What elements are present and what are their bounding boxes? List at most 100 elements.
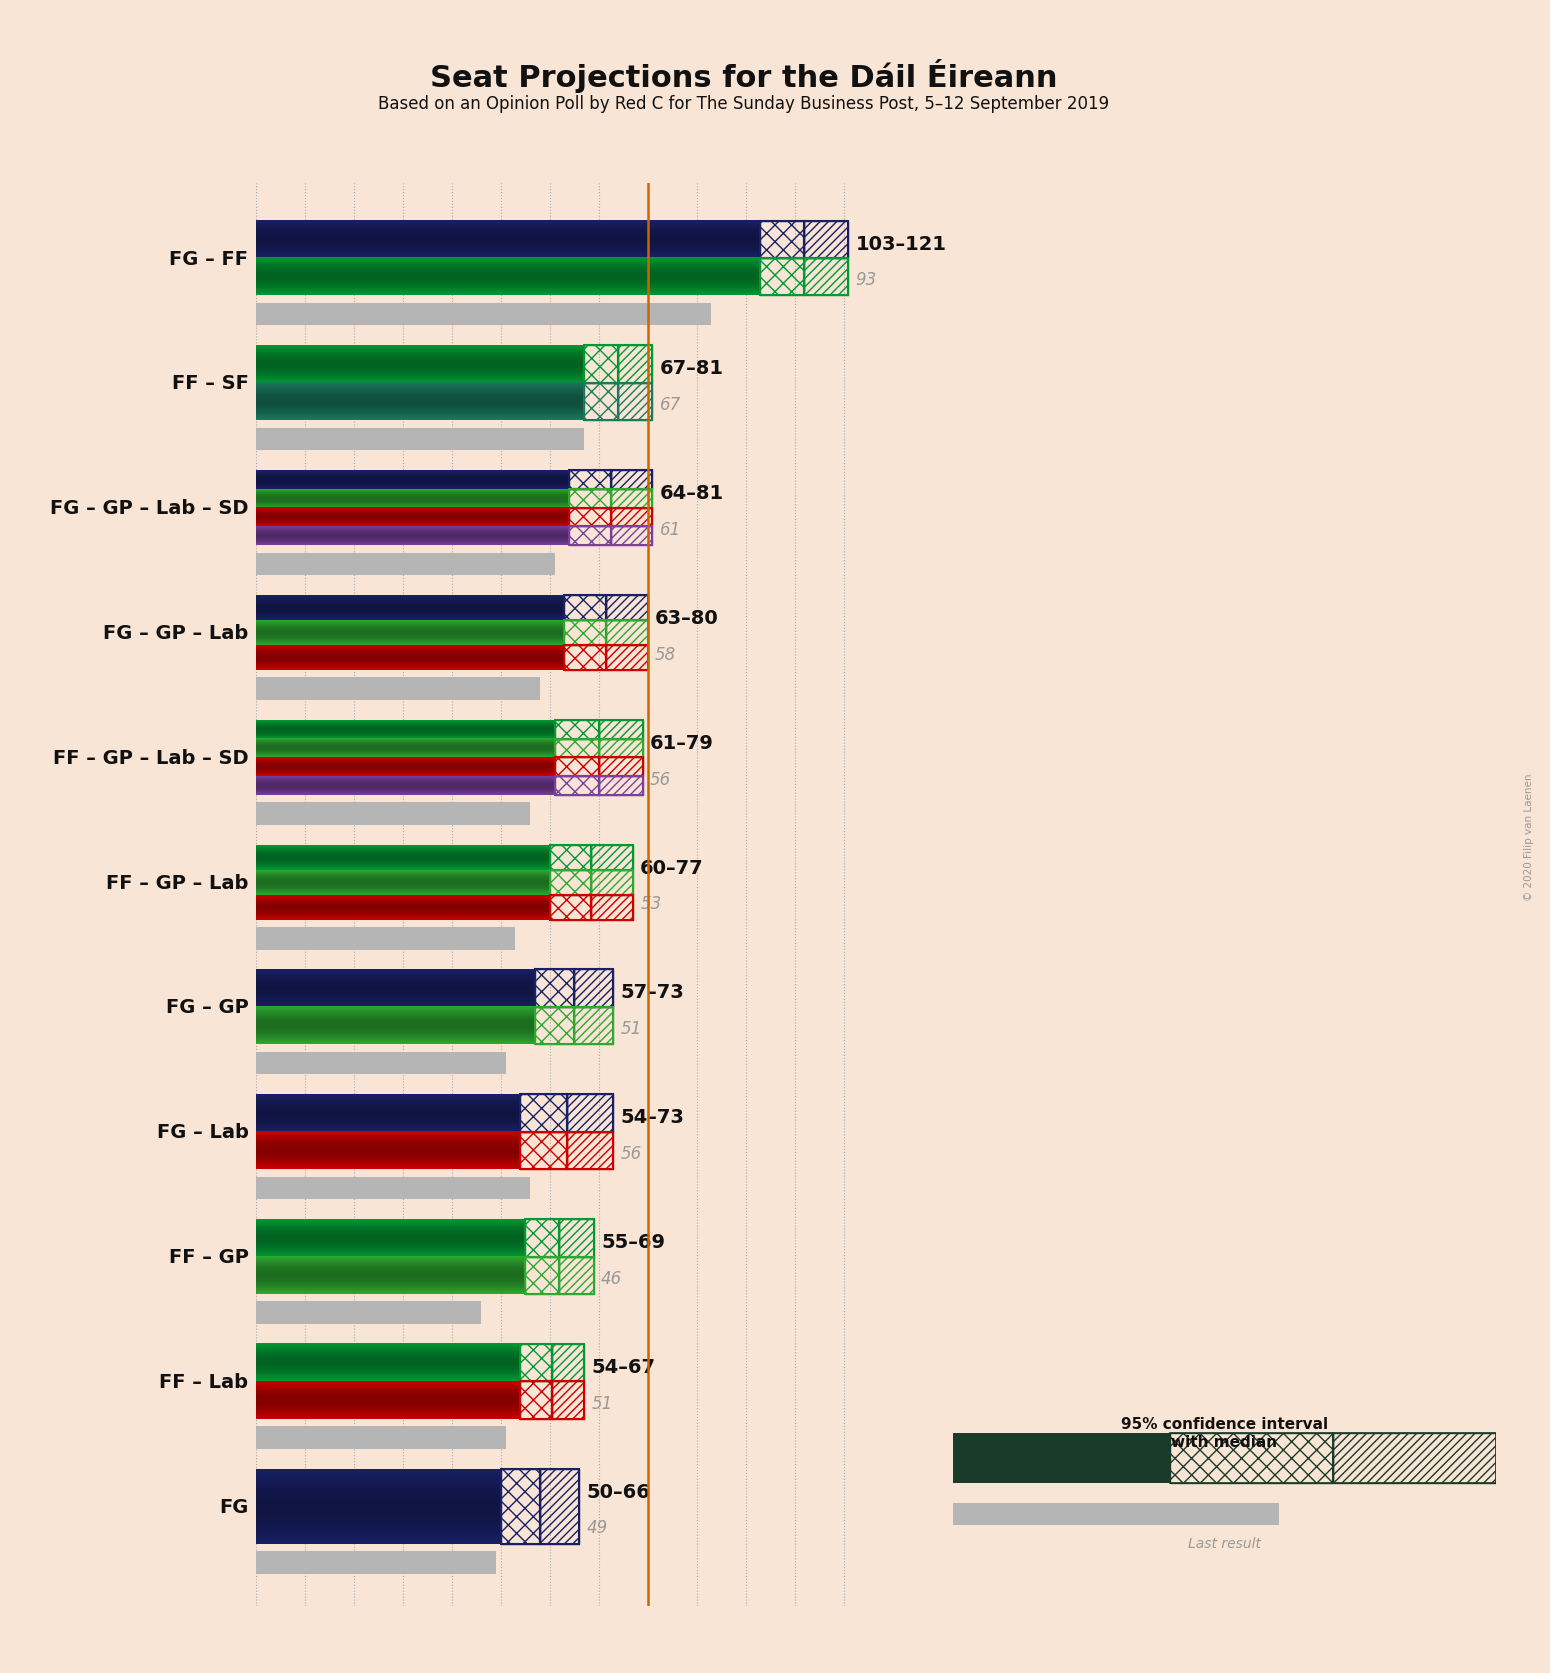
Bar [555, 721, 598, 739]
Bar [555, 776, 598, 795]
Bar [618, 383, 653, 422]
Text: FG – FF: FG – FF [169, 249, 248, 268]
Bar [535, 1007, 574, 1044]
Text: Last result: Last result [1187, 1536, 1262, 1551]
Bar [539, 1469, 580, 1544]
Bar [591, 895, 632, 920]
Bar [256, 1302, 480, 1323]
Text: FG – GP – Lab: FG – GP – Lab [104, 624, 248, 642]
Bar [569, 490, 611, 509]
Bar [569, 470, 611, 490]
Bar [256, 1178, 530, 1200]
Bar [550, 895, 591, 920]
Text: 103–121: 103–121 [856, 234, 947, 253]
Text: FF – GP: FF – GP [169, 1248, 248, 1266]
Text: 61–79: 61–79 [649, 733, 715, 753]
Text: 49: 49 [586, 1519, 608, 1536]
Bar [256, 803, 530, 825]
Bar [256, 304, 711, 326]
Bar [550, 870, 591, 895]
Bar [564, 596, 606, 621]
Bar [569, 509, 611, 527]
Bar [564, 596, 606, 621]
Bar [760, 221, 804, 259]
Bar [598, 721, 643, 739]
Bar [552, 1382, 584, 1419]
Bar [606, 621, 648, 646]
Bar [521, 1094, 567, 1133]
Bar [552, 1343, 584, 1382]
Text: 54–67: 54–67 [591, 1357, 656, 1377]
Bar [598, 776, 643, 795]
Text: FG – GP – Lab – SD: FG – GP – Lab – SD [50, 499, 248, 519]
Text: 67: 67 [660, 397, 680, 413]
Bar [598, 758, 643, 776]
Text: 46: 46 [601, 1270, 622, 1287]
Text: FF – SF: FF – SF [172, 375, 248, 393]
Bar [569, 527, 611, 545]
Bar [535, 1007, 574, 1044]
Text: 63–80: 63–80 [656, 609, 719, 627]
Bar [535, 970, 574, 1007]
Bar [606, 621, 648, 646]
Bar [606, 646, 648, 671]
Bar [574, 970, 614, 1007]
Bar [564, 646, 606, 671]
Bar [574, 1007, 614, 1044]
Bar [591, 870, 632, 895]
Bar [611, 470, 653, 490]
Bar [256, 678, 539, 701]
Bar [1170, 1434, 1333, 1484]
Bar [501, 1469, 539, 1544]
Text: 53: 53 [640, 895, 662, 913]
Bar [569, 470, 611, 490]
Bar [569, 509, 611, 527]
Bar [760, 259, 804, 296]
Bar [564, 621, 606, 646]
Bar [539, 1469, 580, 1544]
Bar [760, 259, 804, 296]
Bar [567, 1094, 614, 1133]
Bar [569, 490, 611, 509]
Text: 95% confidence interval
with median: 95% confidence interval with median [1121, 1417, 1328, 1449]
Bar [584, 383, 618, 422]
Bar [256, 1427, 505, 1449]
Text: 60–77: 60–77 [640, 858, 704, 877]
Bar [555, 739, 598, 758]
Bar [256, 927, 515, 950]
Bar [560, 1220, 594, 1256]
Text: FG – Lab: FG – Lab [157, 1123, 248, 1141]
Bar [552, 1343, 584, 1382]
Text: 56: 56 [649, 770, 671, 788]
Text: FF – GP – Lab: FF – GP – Lab [105, 873, 248, 892]
Bar [953, 1502, 1279, 1526]
Bar [525, 1256, 560, 1295]
Bar [256, 1052, 505, 1074]
Bar [535, 970, 574, 1007]
Bar [521, 1382, 552, 1419]
Bar [598, 758, 643, 776]
Bar [606, 596, 648, 621]
Bar [598, 776, 643, 795]
Bar [953, 1434, 1170, 1484]
Text: 56: 56 [620, 1144, 642, 1163]
Text: FF – Lab: FF – Lab [160, 1372, 248, 1390]
Bar [611, 509, 653, 527]
Bar [256, 554, 555, 576]
Bar [569, 527, 611, 545]
Bar [574, 1007, 614, 1044]
Text: 51: 51 [591, 1394, 612, 1412]
Bar [555, 776, 598, 795]
Bar [591, 845, 632, 870]
Bar [760, 221, 804, 259]
Bar [552, 1382, 584, 1419]
Text: 54–73: 54–73 [620, 1108, 685, 1126]
Bar [598, 721, 643, 739]
Text: 55–69: 55–69 [601, 1233, 665, 1251]
Bar [555, 721, 598, 739]
Bar [560, 1220, 594, 1256]
Bar [521, 1133, 567, 1169]
Bar [560, 1256, 594, 1295]
Bar [555, 758, 598, 776]
Bar [804, 259, 848, 296]
